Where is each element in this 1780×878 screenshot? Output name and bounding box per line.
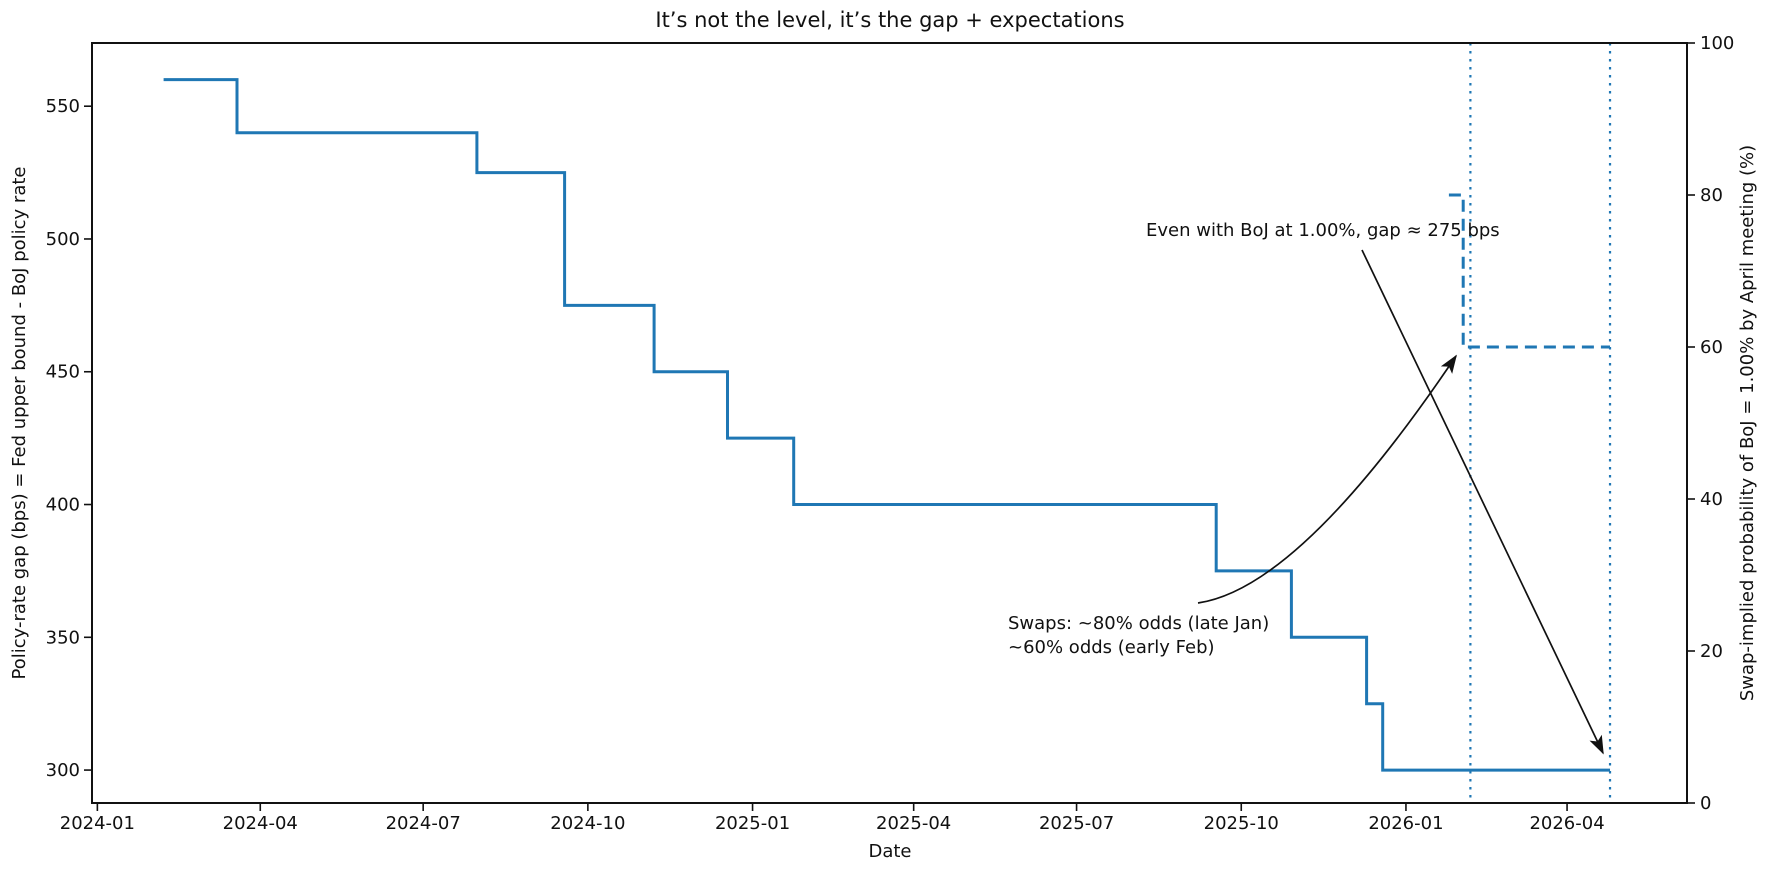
swaps-annotation-text: ~60% odds (early Feb) — [1008, 637, 1215, 658]
y-axis-label-right: Swap-implied probability of BoJ = 1.00% … — [1737, 145, 1758, 701]
y-left-tick-label: 500 — [46, 229, 80, 250]
y-right-tick-label: 20 — [1700, 641, 1723, 662]
y-left-tick-label: 300 — [46, 760, 80, 781]
swaps-annotation-arrow — [1197, 354, 1457, 604]
y-axis-label-left: Policy-rate gap (bps) = Fed upper bound … — [9, 167, 30, 680]
y-left-tick-label: 350 — [46, 627, 80, 648]
y-right-tick-label: 0 — [1700, 793, 1711, 814]
x-tick-label: 2026-04 — [1529, 813, 1604, 834]
y-right-tick-label: 100 — [1700, 33, 1734, 54]
swaps-annotation-text: Swaps: ~80% odds (late Jan) — [1008, 613, 1269, 634]
x-tick-label: 2025-07 — [1039, 813, 1114, 834]
x-tick-label: 2024-01 — [60, 813, 135, 834]
chart-title: It’s not the level, it’s the gap + expec… — [655, 8, 1124, 32]
x-tick-label: 2026-01 — [1368, 813, 1443, 834]
x-axis-label: Date — [868, 841, 911, 862]
probability-dashed-line — [1448, 193, 1610, 349]
x-tick-label: 2025-04 — [876, 813, 951, 834]
plot-area: 2024-01 2024-04 2024-07 2024-10 2025-01 2025-… — [46, 33, 1735, 834]
y-left-tick-label: 450 — [46, 362, 80, 383]
gap-annotation-text: Even with BoJ at 1.00%, gap ≈ 275 bps — [1146, 220, 1500, 241]
x-tick-label: 2024-07 — [386, 813, 461, 834]
x-tick-label: 2024-04 — [223, 813, 298, 834]
y-left-tick-label: 400 — [46, 495, 80, 516]
y-left-tick-label: 550 — [46, 96, 80, 117]
plot-border — [91, 42, 1688, 804]
y-right-tick-label: 60 — [1700, 337, 1723, 358]
x-tick-label: 2024-10 — [550, 813, 625, 834]
y-right-tick-label: 80 — [1700, 185, 1723, 206]
gap-annotation-arrow — [1361, 249, 1604, 755]
x-tick-label: 2025-10 — [1204, 813, 1279, 834]
x-tick-label: 2025-01 — [715, 813, 790, 834]
y-right-tick-label: 40 — [1700, 489, 1723, 510]
gap-step-line — [163, 78, 1610, 772]
